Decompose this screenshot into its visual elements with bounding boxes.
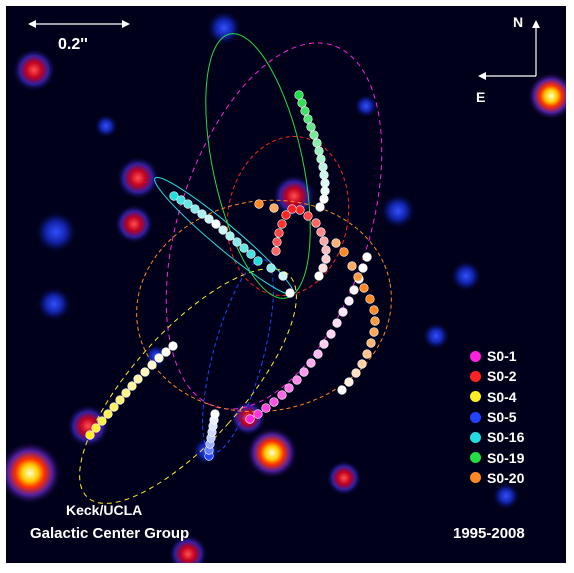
credit-line-2: Galactic Center Group — [30, 525, 190, 542]
star-field — [6, 10, 566, 563]
north-label: N — [513, 14, 524, 30]
legend-label: S0-20 — [487, 469, 525, 486]
legend-item: S0-1 — [470, 346, 524, 366]
legend-label: S0-2 — [487, 368, 517, 385]
legend-swatch — [470, 472, 481, 484]
track-s0-16 — [169, 191, 295, 298]
scale-bar — [28, 20, 130, 28]
scale-bar-label: 0.2'' — [58, 36, 88, 53]
legend-swatch — [470, 391, 481, 403]
track-s0-1 — [245, 252, 372, 424]
legend-label: S0-19 — [487, 449, 525, 466]
track-s0-5 — [204, 409, 220, 461]
credit-line-1: Keck/UCLA — [66, 502, 143, 518]
legend-item: S0-4 — [470, 387, 524, 407]
orbit-s0-4 — [79, 268, 297, 504]
legend-swatch — [470, 411, 481, 423]
galactic-center-image: 0.2'' N E Keck/UCLA Galactic Center Grou… — [6, 6, 566, 563]
legend-swatch — [470, 452, 481, 464]
track-s0-19 — [294, 90, 330, 212]
orbit-s0-1 — [165, 42, 383, 410]
orbit-s0-19 — [205, 33, 311, 299]
legend-item: S0-2 — [470, 366, 524, 386]
star-tracks — [85, 90, 380, 461]
legend-label: S0-16 — [487, 429, 525, 446]
legend-item: S0-20 — [470, 468, 524, 488]
track-s0-4 — [85, 341, 178, 440]
legend: S0-1 S0-2 S0-4 S0-5 S0-16 S0-19 S0-20 — [470, 346, 524, 488]
legend-item: S0-19 — [470, 447, 524, 467]
legend-label: S0-1 — [487, 348, 517, 365]
legend-swatch — [470, 431, 481, 443]
legend-item: S0-16 — [470, 427, 524, 447]
orbit-s0-20 — [136, 199, 392, 413]
track-s0-2 — [271, 204, 331, 281]
orbit-s0-2 — [226, 136, 350, 296]
background-stars — [6, 10, 566, 563]
time-range-label: 1995-2008 — [453, 525, 525, 542]
legend-swatch — [470, 370, 481, 382]
legend-label: S0-5 — [487, 409, 517, 426]
orbits — [79, 33, 392, 504]
compass — [478, 20, 540, 80]
legend-item: S0-5 — [470, 407, 524, 427]
legend-swatch — [470, 350, 481, 362]
legend-label: S0-4 — [487, 388, 517, 405]
east-label: E — [476, 89, 486, 105]
track-s0-20 — [254, 199, 380, 395]
